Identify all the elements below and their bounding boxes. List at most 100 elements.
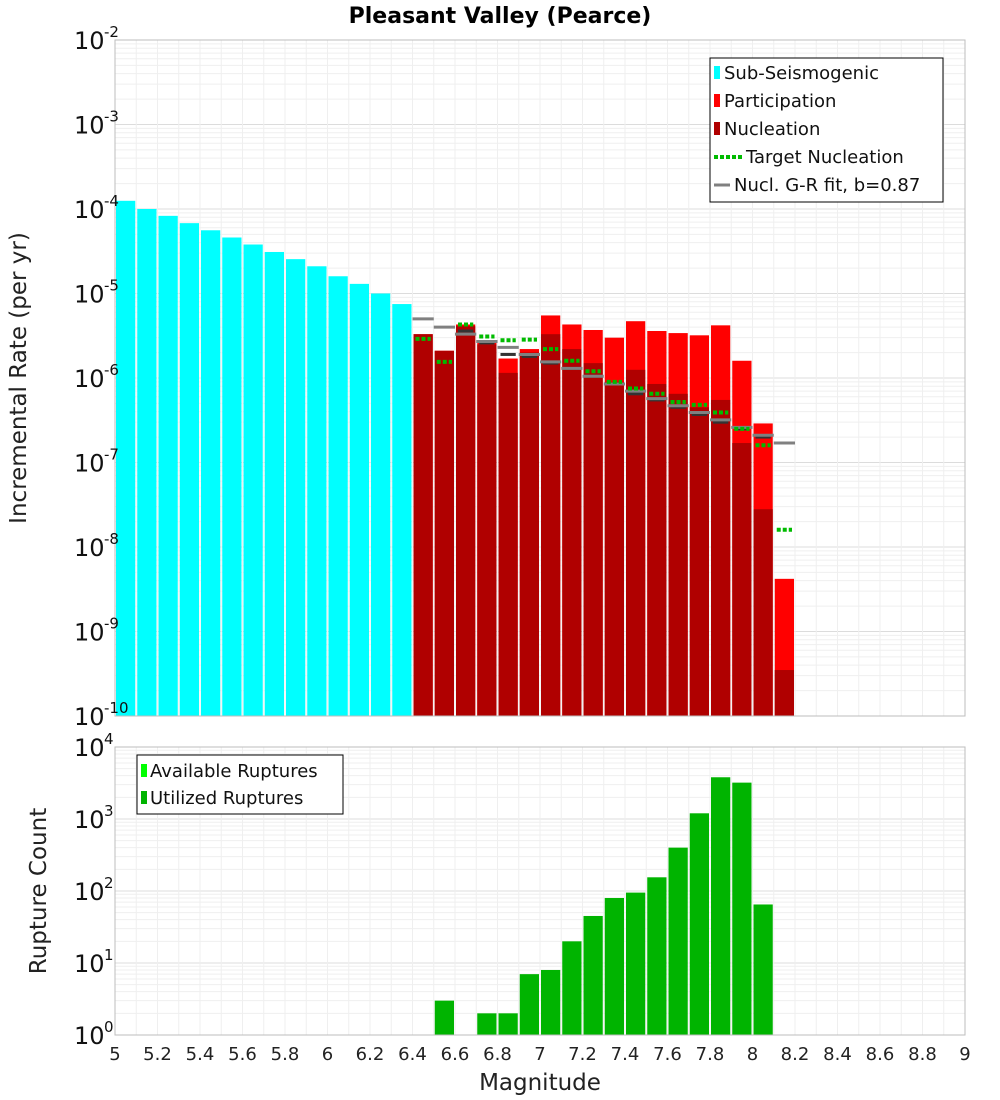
count-y-tick-label: 10 bbox=[74, 806, 105, 834]
nucleation-bar bbox=[477, 344, 497, 716]
utilized-ruptures-bar bbox=[668, 847, 688, 1035]
nucleation-bar bbox=[413, 334, 433, 716]
rate-y-tick-label: 10 bbox=[74, 196, 105, 224]
x-tick-label: 8.2 bbox=[781, 1044, 810, 1065]
nucleation-bar bbox=[668, 393, 688, 716]
utilized-ruptures-bar bbox=[519, 974, 539, 1035]
x-tick-label: 6.2 bbox=[356, 1044, 385, 1065]
x-tick-label: 6.6 bbox=[441, 1044, 470, 1065]
sub-seismogenic-bar bbox=[222, 237, 242, 717]
sub-seismogenic-bar bbox=[201, 230, 221, 716]
rate-plot-border bbox=[114, 39, 966, 717]
legend-utilized-ruptures-swatch bbox=[141, 791, 147, 804]
rate-lines bbox=[412, 317, 795, 532]
rate-y-tick-label: 10 bbox=[74, 281, 105, 309]
nucleation-bar bbox=[626, 369, 646, 716]
sub-seismogenic-bar bbox=[286, 259, 306, 716]
nucleation-bar bbox=[519, 352, 539, 716]
x-tick-label: 6.4 bbox=[398, 1044, 427, 1065]
x-tick-label: 5.4 bbox=[186, 1044, 215, 1065]
nucleation-bar bbox=[434, 350, 454, 716]
legend-nucleation-label: Nucleation bbox=[724, 119, 820, 140]
count-bars bbox=[434, 777, 773, 1035]
sub-seismogenic-bar bbox=[392, 304, 412, 716]
rate-y-tick-label-exponent: -9 bbox=[104, 615, 119, 633]
count-y-tick-label: 10 bbox=[74, 878, 105, 906]
rate-y-tick-label-exponent: -7 bbox=[104, 446, 119, 464]
legend-participation-label: Participation bbox=[724, 91, 836, 112]
x-tick-label: 7.8 bbox=[696, 1044, 725, 1065]
sub-seismogenic-bar bbox=[116, 200, 136, 717]
rate-y-tick-label-exponent: -2 bbox=[104, 23, 119, 41]
magnitude-x-ticks: 5 5.2 5.4 5.6 5.8 6 6.2 6.4 6.6 6.8 7 7.2 7.4 7.6 7.8 8… bbox=[109, 1044, 970, 1065]
nucleation-bar bbox=[583, 363, 603, 716]
rate-y-tick-label-exponent: -10 bbox=[104, 699, 129, 717]
rate-y-tick-label-exponent: -5 bbox=[104, 277, 119, 295]
sub-seismogenic-bar bbox=[349, 283, 369, 716]
sub-seismogenic-bar bbox=[158, 215, 178, 717]
x-tick-label: 7.6 bbox=[653, 1044, 682, 1065]
utilized-ruptures-bar bbox=[434, 1000, 454, 1035]
x-tick-label: 6.8 bbox=[483, 1044, 512, 1065]
count-y-tick-label: 10 bbox=[74, 734, 105, 762]
rate-legend-box bbox=[709, 57, 944, 203]
chart-title: Pleasant Valley (Pearce) bbox=[349, 4, 652, 29]
rate-y-tick-label: 10 bbox=[74, 703, 105, 731]
rate-y-tick-label: 10 bbox=[74, 619, 105, 647]
legend-target-nucleation-label: Target Nucleation bbox=[745, 147, 904, 168]
x-tick-label: 7.4 bbox=[611, 1044, 640, 1065]
utilized-ruptures-bar bbox=[541, 969, 561, 1035]
rate-y-tick-label: 10 bbox=[74, 27, 105, 55]
legend-sub-seismogenic-swatch bbox=[714, 66, 720, 79]
legend-sub-seismogenic-label: Sub-Seismogenic bbox=[724, 63, 879, 84]
count-y-tick-label: 10 bbox=[74, 1022, 105, 1050]
sub-seismogenic-bar bbox=[179, 223, 199, 716]
rate-y-axis-label: Incremental Rate (per yr) bbox=[6, 232, 32, 524]
x-tick-label: 8 bbox=[747, 1044, 758, 1065]
count-y-tick-label-exponent: 4 bbox=[104, 730, 114, 748]
count-y-tick-label-exponent: 2 bbox=[104, 874, 114, 892]
legend-available-ruptures-swatch bbox=[141, 764, 147, 777]
sub-seismogenic-bar bbox=[328, 276, 348, 716]
rate-y-tick-label: 10 bbox=[74, 534, 105, 562]
nucleation-bar bbox=[774, 670, 794, 716]
nucleation-bar bbox=[456, 326, 476, 716]
sub-seismogenic-bar bbox=[137, 209, 157, 716]
utilized-ruptures-bar bbox=[583, 915, 603, 1035]
sub-seismogenic-bar bbox=[264, 251, 284, 717]
rate-y-tick-label: 10 bbox=[74, 450, 105, 478]
nucleation-bar bbox=[541, 334, 561, 716]
x-tick-label: 5.6 bbox=[228, 1044, 257, 1065]
nucleation-bar bbox=[732, 443, 752, 716]
x-tick-label: 5 bbox=[109, 1044, 120, 1065]
count-plot-border bbox=[114, 746, 966, 1036]
count-y-tick-label-exponent: 3 bbox=[104, 802, 114, 820]
rate-y-tick-label: 10 bbox=[74, 365, 105, 393]
utilized-ruptures-bar bbox=[689, 813, 709, 1035]
legend-utilized-ruptures-label: Utilized Ruptures bbox=[150, 788, 303, 809]
x-tick-label: 5.8 bbox=[271, 1044, 300, 1065]
x-axis-label: Magnitude bbox=[479, 1070, 601, 1096]
rate-y-tick-label-exponent: -6 bbox=[104, 361, 119, 379]
nucleation-bar bbox=[604, 381, 624, 716]
sub-seismogenic-bar bbox=[307, 266, 327, 716]
count-y-tick-label-exponent: 0 bbox=[104, 1018, 114, 1036]
legend-available-ruptures-label: Available Ruptures bbox=[150, 761, 318, 782]
rate-y-tick-label-exponent: -3 bbox=[104, 108, 119, 126]
count-y-tick-label-exponent: 1 bbox=[104, 946, 114, 964]
utilized-ruptures-bar bbox=[562, 941, 582, 1035]
nucleation-bar bbox=[689, 407, 709, 716]
sub-seismogenic-bar bbox=[371, 293, 391, 716]
rate-y-tick-label: 10 bbox=[74, 112, 105, 140]
rate-y-tick-label-exponent: -8 bbox=[104, 530, 119, 548]
utilized-ruptures-bar bbox=[753, 904, 773, 1035]
count-legend-box bbox=[136, 754, 344, 815]
rate-legend: Sub-Seismogenic Participation Nucleation… bbox=[709, 57, 944, 203]
count-y-tick-label: 10 bbox=[74, 950, 105, 978]
x-tick-label: 9 bbox=[959, 1044, 970, 1065]
nucleation-bar bbox=[647, 383, 667, 716]
x-tick-label: 8.4 bbox=[823, 1044, 852, 1065]
